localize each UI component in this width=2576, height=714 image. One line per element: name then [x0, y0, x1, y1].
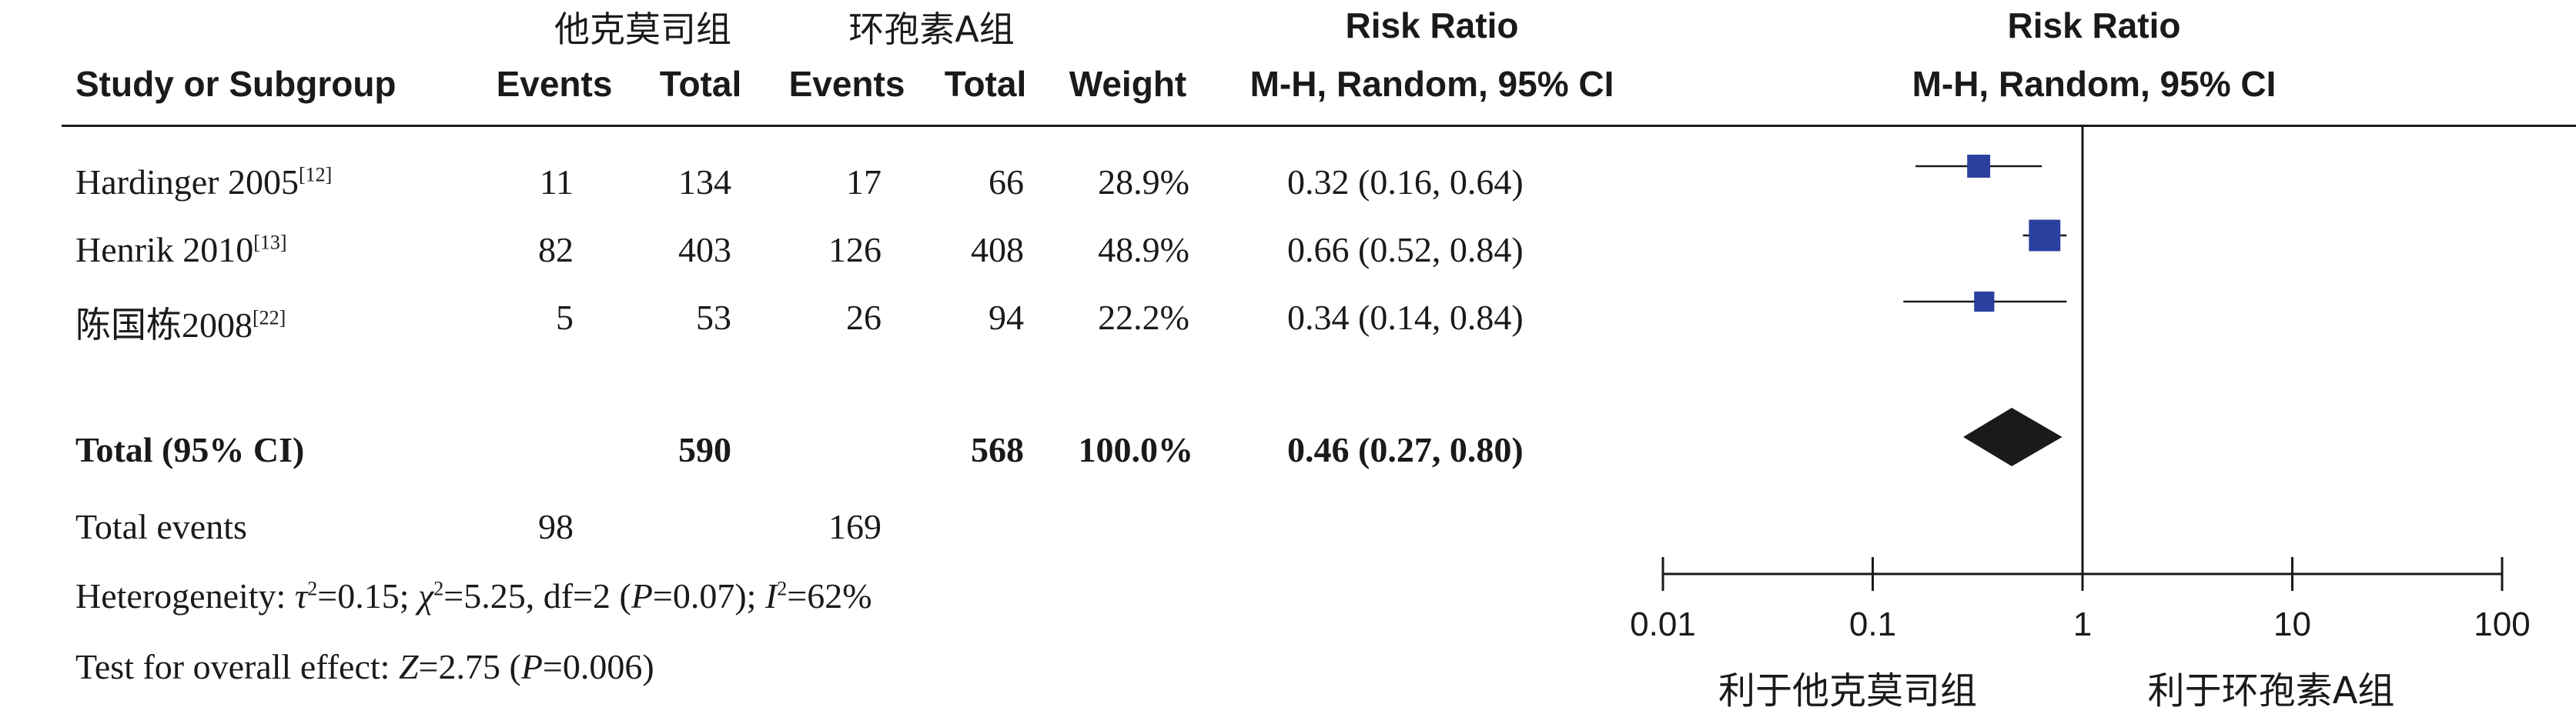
total2-value: 94 [989, 298, 1024, 337]
overall-effect-text: Test for overall effect: Z=2.75 (P=0.006… [75, 647, 654, 686]
group2-header: 环孢素A组 [848, 8, 1015, 50]
events1-sum: 98 [538, 507, 574, 546]
events2-value: 17 [846, 162, 882, 202]
events1-header: Events [496, 64, 613, 104]
study-name: Henrik 2010[13] [75, 230, 287, 269]
weight-value: 22.2% [1098, 298, 1189, 337]
effect-square [1967, 155, 1991, 178]
total-ci: 0.46 (0.27, 0.80) [1287, 430, 1524, 469]
events-label: Total events [75, 507, 247, 546]
events2-header: Events [788, 64, 905, 104]
total2-sum: 568 [971, 430, 1024, 469]
events1-value: 11 [539, 162, 574, 202]
header-rule [62, 125, 2576, 127]
study-column-header: Study or Subgroup [75, 64, 396, 104]
total1-value: 403 [678, 230, 731, 269]
total1-value: 134 [678, 162, 731, 202]
events2-value: 26 [846, 298, 882, 337]
total-weight: 100.0% [1078, 430, 1194, 469]
weight-header: Weight [1069, 64, 1187, 104]
ci-value: 0.66 (0.52, 0.84) [1287, 230, 1524, 269]
total1-sum: 590 [678, 430, 731, 469]
x-tick-label: 100 [2474, 606, 2530, 643]
total2-value: 408 [971, 230, 1024, 269]
events1-value: 82 [538, 230, 574, 269]
total2-value: 66 [989, 162, 1024, 202]
weight-value: 28.9% [1098, 162, 1189, 202]
method-header: M-H, Random, 95% CI [1250, 64, 1614, 104]
total2-header: Total [944, 64, 1027, 104]
x-tick-label: 0.1 [1849, 606, 1896, 643]
plot-method-header: M-H, Random, 95% CI [1912, 64, 2277, 104]
weight-value: 48.9% [1098, 230, 1189, 269]
ci-value: 0.34 (0.14, 0.84) [1287, 298, 1524, 337]
effect-square [2029, 219, 2061, 252]
favours-right-label: 利于环孢素A组 [2147, 669, 2395, 712]
study-name: Hardinger 2005[12] [75, 162, 333, 202]
total-label: Total (95% CI) [75, 430, 305, 469]
total1-header: Total [659, 64, 742, 104]
effect-square [1974, 291, 1995, 312]
events2-value: 126 [828, 230, 882, 269]
favours-left-label: 利于他克莫司组 [1718, 669, 1977, 712]
study-name: 陈国栋2008[22] [75, 305, 286, 345]
x-tick-label: 1 [2073, 606, 2092, 643]
events2-sum: 169 [828, 507, 882, 546]
rr-header-title: Risk Ratio [1345, 5, 1519, 45]
heterogeneity-text: Heterogeneity: τ2=0.15; χ2=5.25, df=2 (P… [75, 576, 872, 616]
plot-header-title: Risk Ratio [2007, 5, 2181, 45]
group1-header: 他克莫司组 [554, 8, 731, 50]
total1-value: 53 [696, 298, 731, 337]
events1-value: 5 [556, 298, 574, 337]
ci-value: 0.32 (0.16, 0.64) [1287, 162, 1524, 202]
x-tick-label: 10 [2273, 606, 2311, 643]
pooled-diamond [1963, 408, 2062, 466]
x-tick-label: 0.01 [1630, 606, 1696, 643]
